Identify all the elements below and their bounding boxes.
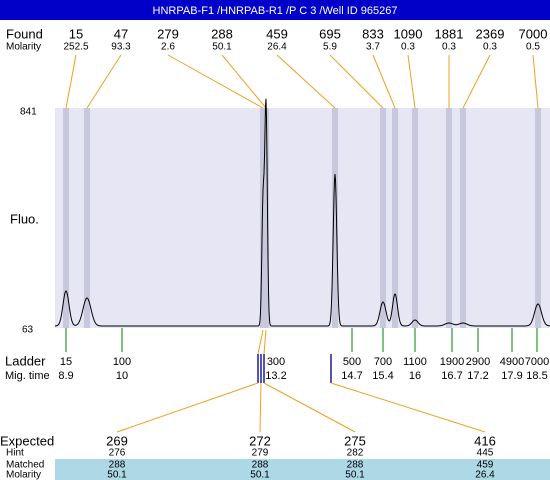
molarity-value: 0.5 [526, 42, 540, 53]
cell: 279 [252, 448, 269, 459]
peak-connector [407, 54, 416, 109]
cell: 459 [477, 460, 494, 471]
mig-time-value: 13.2 [265, 370, 286, 382]
cell: 26.4 [475, 470, 495, 480]
mig-time-value: 14.7 [341, 370, 362, 382]
y-bottom: 63 [22, 325, 34, 336]
mig-time-value: 17.2 [467, 370, 488, 382]
ladder-value: 1900 [440, 356, 464, 368]
matched-band [55, 459, 550, 480]
molarity-value: 93.3 [111, 42, 131, 53]
cell: 288 [252, 460, 269, 471]
cell: 269 [106, 433, 128, 448]
ladder-markers [257, 354, 332, 383]
peak-connector [462, 54, 491, 109]
molarity-value: 5.9 [323, 42, 337, 53]
y-top: 841 [20, 107, 37, 118]
peak-band [332, 108, 338, 328]
ladder-value: 1100 [403, 356, 427, 368]
ladder-value: 700 [374, 356, 392, 368]
ladder-value: 300 [267, 356, 285, 368]
mig-time-value: 17.9 [501, 370, 522, 382]
found-value: 1090 [394, 26, 423, 41]
molarity-value: 0.3 [401, 42, 415, 53]
found-value: 833 [362, 26, 384, 41]
mig-time-value: 16 [409, 370, 421, 382]
ladder-value: 15 [60, 356, 72, 368]
peak-connector [372, 54, 396, 109]
found-value: 288 [211, 26, 233, 41]
molarity-label: Molarity [6, 42, 41, 53]
found-value: 459 [266, 26, 288, 41]
found-value: 15 [69, 26, 83, 41]
cell: 288 [347, 460, 364, 471]
found-value: 695 [319, 26, 341, 41]
mig-time-value: 16.7 [441, 370, 462, 382]
title-bar [0, 0, 550, 20]
molarity-value: 2.6 [161, 42, 175, 53]
trace [54, 98, 550, 327]
found-value: 279 [157, 26, 179, 41]
peak-band [84, 108, 90, 328]
found-value: 1881 [435, 26, 464, 41]
peak-connector [221, 54, 267, 109]
match-connectors [116, 329, 486, 433]
peak-band [460, 108, 466, 328]
title: HNRPAB-F1 /HNRPAB-R1 /P C 3 /Well ID 965… [153, 5, 398, 17]
cell: 416 [474, 433, 496, 448]
peak-band [392, 108, 398, 328]
ladder-label: Ladder [5, 353, 46, 368]
row-label: Matched [6, 460, 44, 471]
mig-time-value: 10 [116, 370, 128, 382]
ladder-value: 2900 [466, 356, 490, 368]
molarity-value: 252.5 [63, 42, 88, 53]
cell: 50.1 [250, 470, 270, 480]
peak-connector [276, 54, 336, 109]
cell: 288 [109, 460, 126, 471]
molarity-value: 0.3 [483, 42, 497, 53]
molarity-value: 3.7 [366, 42, 380, 53]
molarity-value: 50.1 [212, 42, 232, 53]
found-value: 2369 [476, 26, 505, 41]
peak-connector [86, 54, 122, 109]
peak-band [63, 108, 69, 328]
row-label: Molarity [6, 470, 41, 480]
peak-connector [65, 54, 77, 109]
ladder-value: 7000 [525, 356, 549, 368]
cell: 50.1 [107, 470, 127, 480]
plot-area [55, 108, 550, 328]
found-value: 47 [114, 26, 128, 41]
cell: 276 [109, 448, 126, 459]
peak-band [412, 108, 418, 328]
ladder-value: 4900 [500, 356, 524, 368]
peak-connector [329, 54, 384, 109]
found-value: 7000 [519, 26, 548, 41]
peak-connector [532, 54, 539, 109]
molarity-value: 26.4 [267, 42, 287, 53]
cell: 275 [344, 433, 366, 448]
peak-band [446, 108, 452, 328]
mig-time-value: 8.9 [58, 370, 73, 382]
row-label: Expected [0, 433, 54, 448]
peak-band [535, 108, 541, 328]
cell: 282 [347, 448, 364, 459]
cell: 445 [477, 448, 494, 459]
cell: 272 [249, 433, 271, 448]
ladder-value: 500 [343, 356, 361, 368]
mig-time-value: 15.4 [372, 370, 393, 382]
molarity-value: 0.3 [442, 42, 456, 53]
peak-band [380, 108, 386, 328]
found-label: Found [6, 26, 43, 41]
peak-band [260, 108, 266, 328]
cell: 50.1 [345, 470, 365, 480]
row-label: Hint [6, 448, 24, 459]
y-label: Fluo. [10, 211, 39, 226]
peak-connector [167, 54, 264, 109]
mig-time-label: Mig. time [5, 370, 50, 382]
ladder-value: 100 [113, 356, 131, 368]
mig-time-value: 18.5 [526, 370, 547, 382]
